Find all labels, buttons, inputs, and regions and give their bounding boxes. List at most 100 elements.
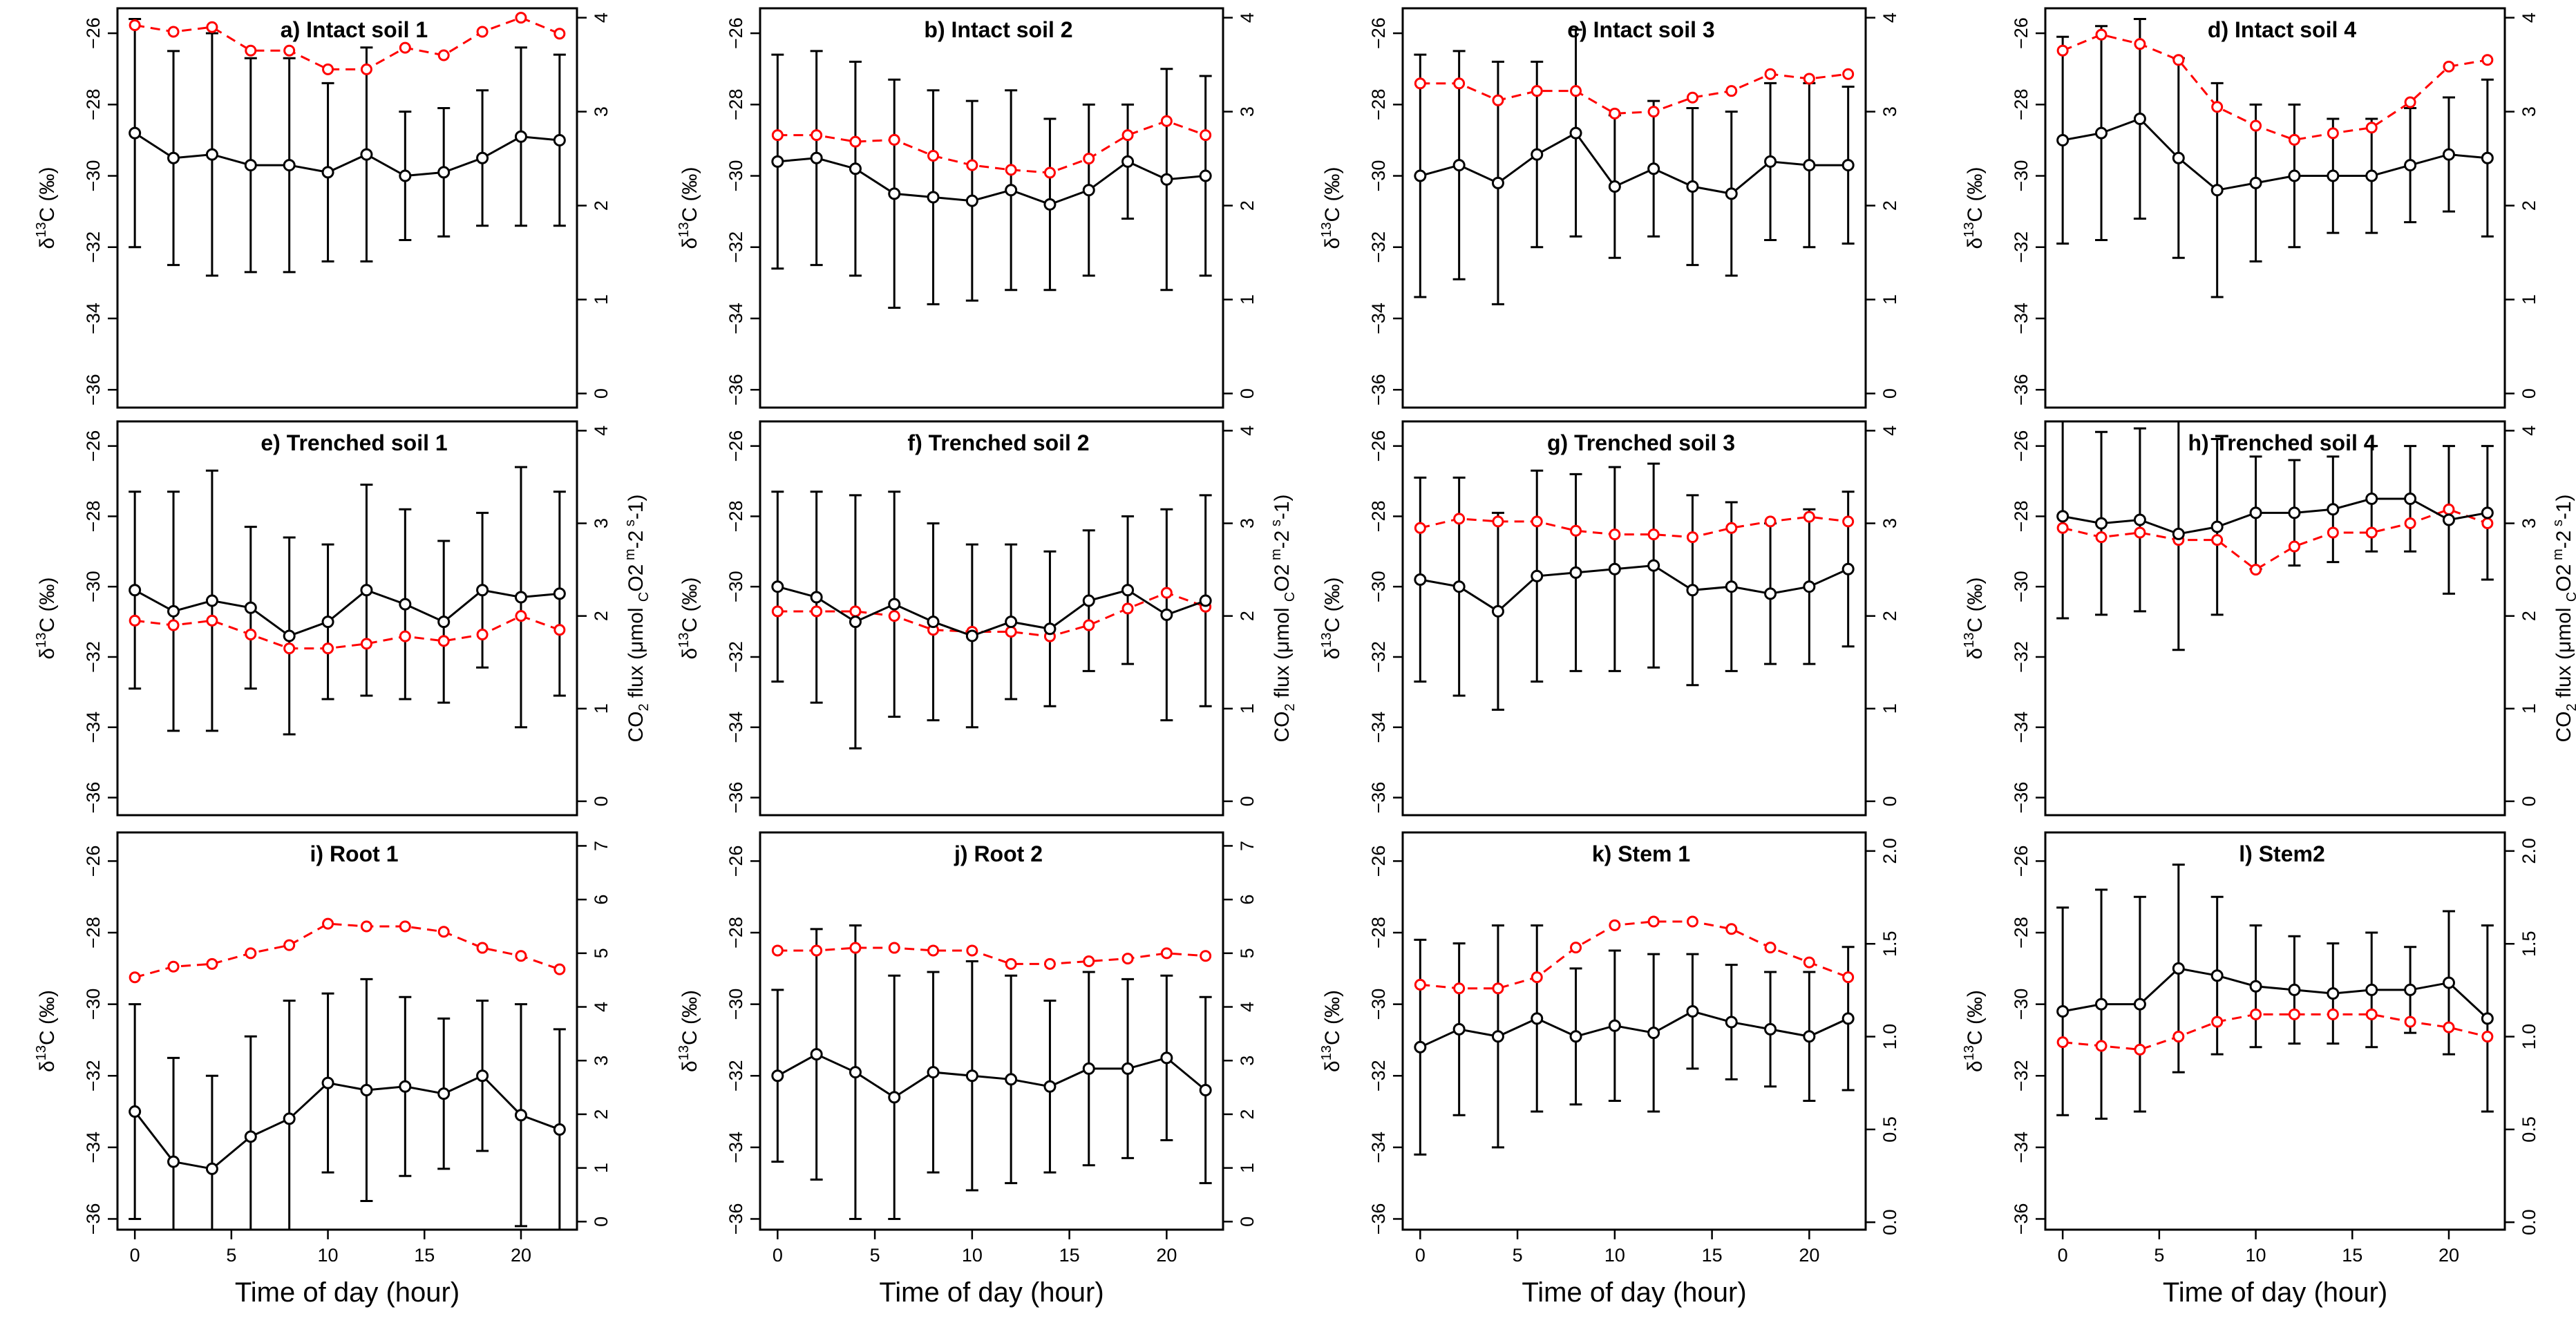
panel-title: l) Stem2 xyxy=(2239,841,2324,866)
y-right-tick-label: 2 xyxy=(1879,611,1900,621)
panel-c: c) Intact soil 3 −26 −28 −30 −32 −34 −36 0 1 2 3 4 δ… xyxy=(1319,7,1900,409)
delta13c-point xyxy=(888,187,901,200)
y-left-axis-title: δ13C (‰) xyxy=(34,167,59,249)
delta13c-point xyxy=(927,1066,940,1079)
delta13c-point xyxy=(205,148,218,161)
y-right-tick-label: 4 xyxy=(591,1002,612,1012)
flux-point xyxy=(1686,531,1698,544)
flux-point xyxy=(399,41,411,54)
y-left-axis-title: δ13C (‰) xyxy=(1319,990,1344,1072)
flux-point xyxy=(245,628,257,640)
y-right-tick-label: 4 xyxy=(1237,1002,1258,1012)
delta13c-line xyxy=(2062,967,2488,1020)
delta13c-point xyxy=(2172,962,2185,975)
flux-line xyxy=(2062,508,2488,571)
flux-point xyxy=(966,944,978,957)
delta13c-point xyxy=(476,1069,489,1083)
flux-point xyxy=(888,942,900,954)
delta13c-point xyxy=(2210,969,2224,982)
y-right-tick-label: 1.5 xyxy=(1879,931,1900,957)
y-left-tick-label: −30 xyxy=(83,160,104,192)
flux-line xyxy=(1419,515,1848,539)
delta13c-point xyxy=(1005,184,1018,197)
delta13c-point xyxy=(2288,506,2301,519)
delta13c-line xyxy=(1419,1010,1849,1049)
delta13c-point xyxy=(1764,1022,1777,1036)
x-axis-title: Time of day (hour) xyxy=(235,1277,460,1308)
x-tick-label: 10 xyxy=(2246,1245,2266,1266)
panel-title: a) Intact soil 1 xyxy=(281,17,428,42)
flux-point xyxy=(2481,54,2494,66)
x-axis-title: Time of day (hour) xyxy=(2163,1277,2387,1308)
y-left-tick-label: −28 xyxy=(1368,501,1389,533)
flux-line xyxy=(1420,920,1849,990)
flux-line xyxy=(2062,33,2488,141)
y-left-tick-label: −34 xyxy=(83,712,104,743)
x-tick-label: 15 xyxy=(1702,1245,1723,1266)
delta13c-point xyxy=(1043,1080,1057,1093)
panel-l: l) Stem2 −26 −28 −30 −32 −34 −36 0.0 0.5 1.0 1.5 2.… xyxy=(1962,831,2539,1308)
flux-line xyxy=(134,16,560,70)
y-right-tick-label: 2 xyxy=(2519,611,2539,621)
x-tick-label: 20 xyxy=(1156,1245,1177,1266)
x-tick-label: 0 xyxy=(2058,1245,2068,1266)
y-left-tick-label: −30 xyxy=(1368,160,1389,192)
y-left-tick-label: −32 xyxy=(2011,231,2032,263)
delta13c-point xyxy=(360,584,373,597)
flux-point xyxy=(2211,1016,2224,1028)
flux-point xyxy=(771,129,784,142)
y-left-tick-label: −28 xyxy=(2011,501,2032,533)
delta13c-point xyxy=(437,616,451,629)
flux-point xyxy=(2095,1040,2108,1052)
y-left-tick-label: −34 xyxy=(2011,1132,2032,1163)
flux-point xyxy=(2172,54,2185,66)
delta13c-point xyxy=(2210,184,2224,197)
flux-point xyxy=(849,135,862,148)
delta13c-point xyxy=(399,169,412,182)
flux-point xyxy=(1200,129,1212,142)
delta13c-point xyxy=(1647,1027,1660,1040)
y-right-tick-label: 3 xyxy=(1879,518,1900,528)
y-left-tick-label: −32 xyxy=(726,641,746,673)
plot-frame xyxy=(759,420,1224,817)
flux-point xyxy=(399,630,411,642)
flux-point xyxy=(2134,526,2146,539)
y-right-tick-label: 7 xyxy=(1237,841,1258,851)
y-left-tick-label: −32 xyxy=(83,231,104,263)
y-right-tick-label: 0 xyxy=(2519,388,2539,399)
flux-point xyxy=(129,614,141,627)
y-right-tick-label: 0 xyxy=(1237,388,1258,399)
y-right-tick-label: 2.0 xyxy=(2519,838,2539,864)
flux-point xyxy=(245,44,257,57)
y-left-tick-label: −26 xyxy=(83,846,104,877)
y-left-tick-label: −28 xyxy=(726,917,746,949)
flux-point xyxy=(2250,1008,2262,1020)
y-left-tick-label: −26 xyxy=(83,430,104,462)
x-tick-label: 10 xyxy=(962,1245,983,1266)
delta13c-point xyxy=(514,1109,527,1122)
flux-line xyxy=(777,120,1206,174)
delta13c-point xyxy=(553,587,566,600)
y-right-tick-label: 7 xyxy=(591,841,612,851)
flux-point xyxy=(2288,1008,2300,1020)
flux-point xyxy=(2404,1016,2416,1028)
flux-point xyxy=(1414,978,1426,991)
y-left-tick-label: −36 xyxy=(1368,374,1389,406)
flux-point xyxy=(811,944,823,957)
delta13c-point xyxy=(321,1076,334,1089)
delta13c-line xyxy=(133,1074,560,1170)
flux-point xyxy=(2404,96,2416,108)
x-tick-label: 0 xyxy=(1415,1245,1426,1266)
flux-point xyxy=(322,63,334,75)
flux-point xyxy=(1492,982,1504,995)
flux-point xyxy=(2056,44,2069,57)
delta13c-point xyxy=(2095,998,2108,1011)
delta13c-point xyxy=(810,591,823,604)
delta13c-point xyxy=(771,155,784,168)
flux-point xyxy=(1453,77,1466,90)
flux-point xyxy=(360,920,372,933)
panel-g: g) Trenched soil 3 −26 −28 −30 −32 −34 −36 0 1 2 3… xyxy=(1319,420,1900,817)
y-right-tick-label: 1 xyxy=(1237,294,1258,305)
y-right-tick-label: 3 xyxy=(591,106,612,117)
